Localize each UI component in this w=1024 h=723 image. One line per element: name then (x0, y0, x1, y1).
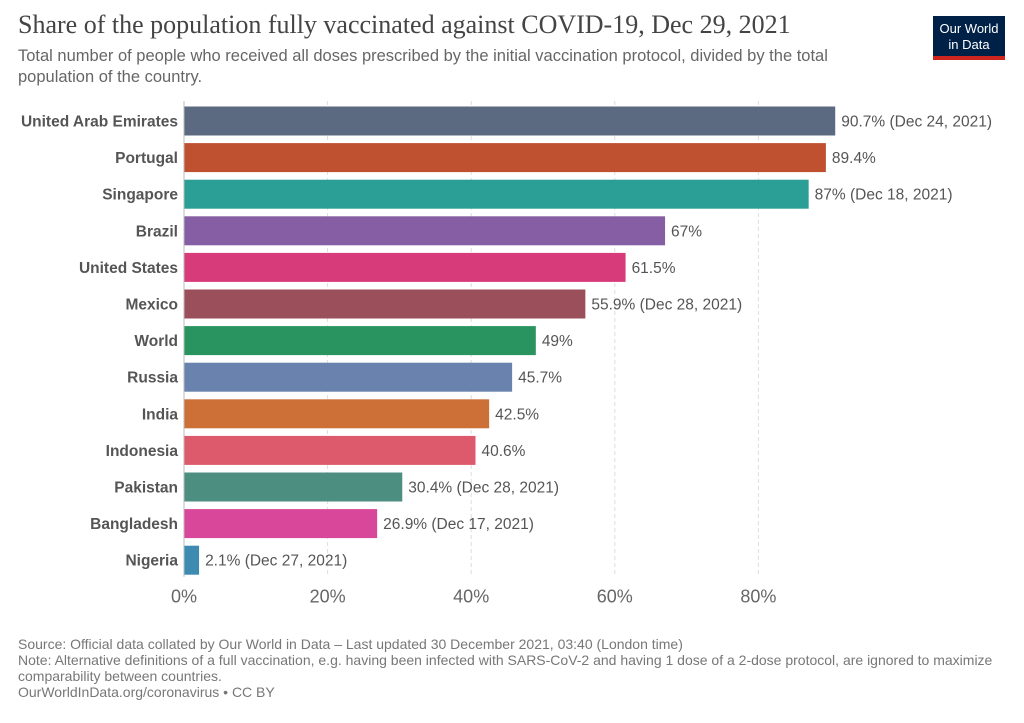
bar (184, 435, 476, 465)
category-label: Pakistan (114, 480, 178, 497)
value-label: 61.5% (632, 260, 676, 277)
chart-title: Share of the population fully vaccinated… (18, 10, 791, 39)
owid-logo[interactable]: Our World in Data (933, 16, 1005, 60)
bar (184, 179, 809, 209)
bar (184, 216, 666, 246)
category-label: Singapore (102, 187, 178, 204)
x-tick-label: 20% (310, 587, 346, 607)
bar (184, 252, 626, 282)
value-label: 42.5% (495, 406, 539, 423)
bar (184, 545, 200, 575)
bar (184, 399, 490, 429)
methodology-note: Note: Alternative definitions of a full … (18, 652, 993, 684)
value-label: 49% (542, 333, 573, 350)
value-label: 30.4% (Dec 28, 2021) (408, 480, 559, 497)
source-note: Source: Official data collated by Our Wo… (18, 636, 683, 652)
x-tick-label: 0% (171, 587, 197, 607)
category-label: Indonesia (106, 443, 179, 460)
bar (184, 362, 513, 392)
category-label: Brazil (136, 223, 178, 240)
category-label: Portugal (115, 150, 178, 167)
value-label: 45.7% (518, 370, 562, 387)
category-label: Russia (127, 370, 178, 387)
category-label: World (134, 333, 178, 350)
category-label: Nigeria (125, 553, 178, 570)
category-label: United States (79, 260, 178, 277)
bar (184, 509, 378, 539)
chart-footer: Source: Official data collated by Our Wo… (18, 636, 1008, 700)
x-tick-label: 60% (597, 587, 633, 607)
bar (184, 472, 403, 502)
category-label: United Arab Emirates (21, 114, 178, 131)
value-label: 87% (Dec 18, 2021) (815, 187, 953, 204)
category-label: Bangladesh (90, 516, 178, 533)
value-label: 90.7% (Dec 24, 2021) (841, 114, 992, 131)
chart-subtitle: Total number of people who received all … (18, 47, 828, 86)
bar-chart: 0% 20% 40% 60% 80% United Arab Emirates 90.7% … (21, 101, 992, 607)
bar (184, 289, 586, 319)
x-tick-label: 40% (453, 587, 489, 607)
value-label: 26.9% (Dec 17, 2021) (383, 516, 534, 533)
bar (184, 143, 826, 173)
value-label: 67% (671, 223, 702, 240)
category-label: Mexico (125, 297, 178, 314)
value-label: 89.4% (832, 150, 876, 167)
value-label: 2.1% (Dec 27, 2021) (205, 553, 347, 570)
logo-line-1: Our World (939, 21, 999, 36)
credit-link[interactable]: OurWorldInData.org/coronavirus • CC BY (18, 684, 275, 700)
logo-line-2: in Data (948, 37, 990, 52)
bar (184, 106, 836, 136)
value-label: 55.9% (Dec 28, 2021) (591, 297, 742, 314)
category-label: India (142, 406, 179, 423)
value-label: 40.6% (482, 443, 526, 460)
x-tick-label: 80% (740, 587, 776, 607)
bar (184, 326, 536, 356)
